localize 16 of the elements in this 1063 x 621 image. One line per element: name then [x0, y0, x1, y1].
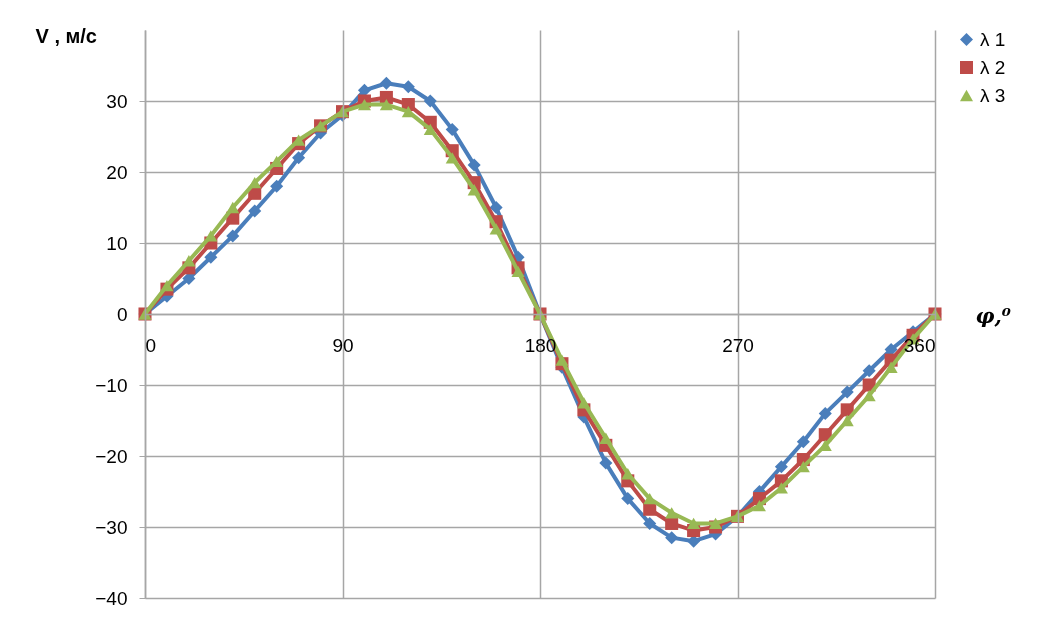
y-tick-label: 30 — [106, 90, 128, 112]
legend-label: λ 3 — [980, 84, 1006, 106]
legend-label: λ 1 — [980, 28, 1006, 50]
y-tick-label: −40 — [95, 587, 128, 609]
y-axis-title: V , м/с — [35, 24, 97, 47]
y-tick-label: 20 — [106, 161, 128, 183]
x-tick-label: 0 — [145, 334, 157, 356]
legend-label: λ 2 — [980, 56, 1006, 78]
y-tick-label: −20 — [95, 445, 128, 467]
y-tick-label: 0 — [116, 303, 128, 325]
x-tick-label: 90 — [332, 334, 354, 356]
x-tick-label: 270 — [722, 334, 754, 356]
y-tick-label: −10 — [95, 374, 128, 396]
y-tick-label: −30 — [95, 516, 128, 538]
y-tick-label: 10 — [106, 232, 128, 254]
x-axis-title: φ,⁰ — [975, 302, 1012, 328]
